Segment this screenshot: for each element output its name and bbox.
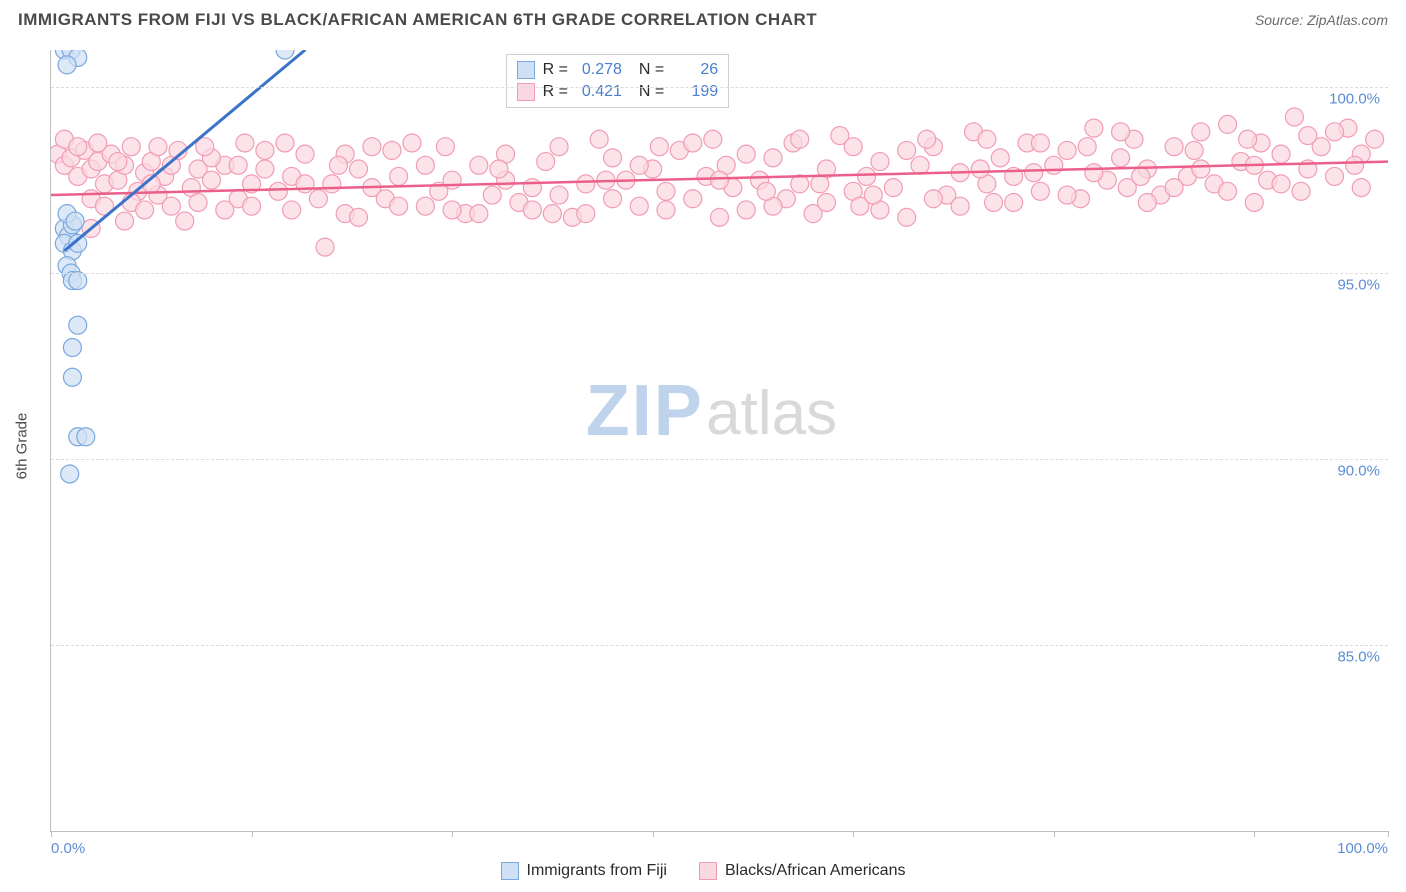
legend-row-blue: R = 0.278 N = 26 — [517, 59, 719, 81]
x-tick-label: 0.0% — [51, 840, 85, 857]
x-tick-label: 100.0% — [1337, 840, 1388, 857]
swatch-pink — [699, 862, 717, 880]
series-legend: Immigrants from Fiji Blacks/African Amer… — [0, 862, 1406, 880]
plot-svg — [51, 50, 1388, 831]
legend-r-label: R = — [543, 81, 568, 103]
swatch-pink — [517, 83, 535, 101]
legend-label-blue: Immigrants from Fiji — [527, 862, 667, 880]
legend-r-pink: 0.421 — [576, 81, 622, 103]
chart-area: ZIP atlas R = 0.278 N = 26 R = 0.421 N =… — [50, 50, 1388, 832]
plot-region: ZIP atlas R = 0.278 N = 26 R = 0.421 N =… — [50, 50, 1388, 832]
correlation-legend: R = 0.278 N = 26 R = 0.421 N = 199 — [506, 54, 730, 108]
legend-row-pink: R = 0.421 N = 199 — [517, 81, 719, 103]
source-attribution: Source: ZipAtlas.com — [1255, 12, 1388, 28]
legend-n-label: N = — [630, 59, 664, 81]
y-tick-label: 85.0% — [1337, 649, 1380, 666]
legend-n-label: N = — [630, 81, 664, 103]
chart-title: IMMIGRANTS FROM FIJI VS BLACK/AFRICAN AM… — [18, 10, 817, 30]
legend-n-blue: 26 — [672, 59, 718, 81]
legend-n-pink: 199 — [672, 81, 718, 103]
y-tick-label: 90.0% — [1337, 463, 1380, 480]
y-axis-label: 6th Grade — [14, 413, 31, 480]
legend-r-blue: 0.278 — [576, 59, 622, 81]
legend-item-pink: Blacks/African Americans — [699, 862, 906, 880]
legend-item-blue: Immigrants from Fiji — [501, 862, 667, 880]
legend-r-label: R = — [543, 59, 568, 81]
swatch-blue — [501, 862, 519, 880]
swatch-blue — [517, 61, 535, 79]
y-tick-label: 95.0% — [1337, 277, 1380, 294]
legend-label-pink: Blacks/African Americans — [725, 862, 906, 880]
y-tick-label: 100.0% — [1329, 91, 1380, 108]
